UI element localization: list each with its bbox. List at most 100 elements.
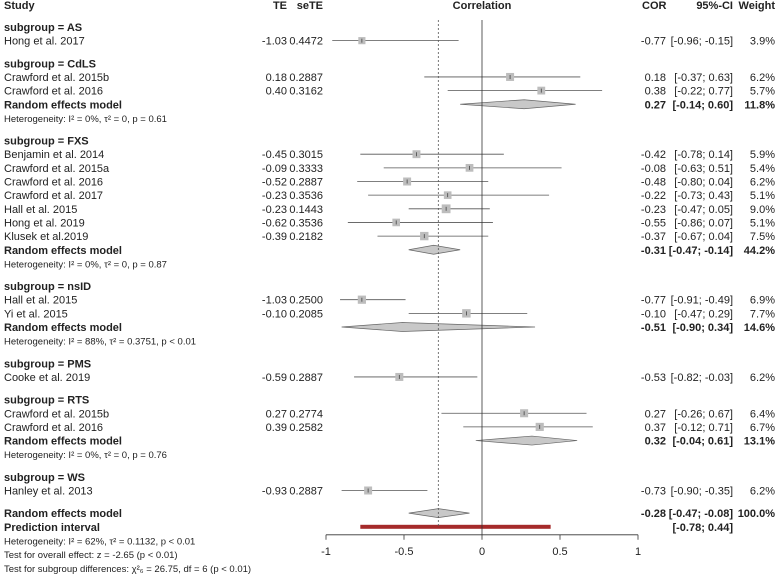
x-tick-label: 0.5 xyxy=(552,546,567,558)
cor-value: -0.51 xyxy=(641,322,666,334)
cor-value: -0.10 xyxy=(641,308,666,320)
header-cor: COR xyxy=(642,0,667,12)
ci-value: [-0.67; 0.04] xyxy=(674,231,733,243)
weight-value: 44.2% xyxy=(744,245,775,257)
study-label: Cooke et al. 2019 xyxy=(4,372,90,384)
model-label: Random effects model xyxy=(4,322,122,334)
ci-value: [-0.86; 0.07] xyxy=(674,217,733,229)
cor-value: -0.28 xyxy=(641,508,666,520)
model-label: Random effects model xyxy=(4,99,122,111)
ci-value: [-0.14; 0.60] xyxy=(672,99,733,111)
te-value: -1.03 xyxy=(262,295,287,307)
study-label: Klusek et al.2019 xyxy=(4,231,88,243)
weight-value: 5.1% xyxy=(750,217,775,229)
te-value: 0.18 xyxy=(266,72,287,84)
heterogeneity-text: Heterogeneity: I² = 0%, τ² = 0, p = 0.76 xyxy=(4,450,167,461)
ci-value: [-0.12; 0.71] xyxy=(674,422,733,434)
cor-value: -0.31 xyxy=(641,245,666,257)
header-te: TE xyxy=(273,0,287,12)
study-label: Crawford et al. 2016 xyxy=(4,422,103,434)
cor-value: -0.73 xyxy=(641,486,666,498)
te-value: 0.40 xyxy=(266,86,287,98)
cor-value: 0.27 xyxy=(645,99,666,111)
sete-value: 0.4472 xyxy=(289,36,323,48)
summary-diamond xyxy=(475,435,578,446)
te-value: -0.39 xyxy=(262,231,287,243)
weight-value: 6.4% xyxy=(750,408,775,420)
ci-value: [-0.90; -0.35] xyxy=(671,486,733,498)
header-study: Study xyxy=(4,0,35,12)
weight-value: 5.1% xyxy=(750,190,775,202)
sete-value: 0.2774 xyxy=(289,408,323,420)
ci-value: [-0.80; 0.04] xyxy=(674,177,733,189)
weight-value: 13.1% xyxy=(744,436,775,448)
sete-value: 0.3015 xyxy=(289,149,323,161)
te-value: -0.10 xyxy=(262,308,287,320)
ci-value: [-0.90; 0.34] xyxy=(672,322,733,334)
header-ci: 95%-CI xyxy=(696,0,733,12)
x-tick-label: 1 xyxy=(635,546,641,558)
prediction-label: Prediction interval xyxy=(4,522,100,534)
weight-value: 6.2% xyxy=(750,72,775,84)
sete-value: 0.2887 xyxy=(289,372,323,384)
cor-value: -0.77 xyxy=(641,295,666,307)
cor-value: -0.22 xyxy=(641,190,666,202)
sete-value: 0.2887 xyxy=(289,486,323,498)
cor-value: -0.48 xyxy=(641,177,666,189)
te-value: -0.62 xyxy=(262,217,287,229)
ci-value: [-0.78; 0.14] xyxy=(674,149,733,161)
prediction-interval-bar xyxy=(360,524,551,529)
ci-value: [-0.47; -0.08] xyxy=(669,508,734,520)
weight-value: 6.2% xyxy=(750,372,775,384)
te-value: -0.23 xyxy=(262,204,287,216)
study-label: Hong et al. 2017 xyxy=(4,36,85,48)
x-tick-label: -0.5 xyxy=(395,546,414,558)
header-sete: seTE xyxy=(297,0,323,12)
ci-value: [-0.22; 0.77] xyxy=(674,86,733,98)
heterogeneity-text: Heterogeneity: I² = 88%, τ² = 0.3751, p … xyxy=(4,337,196,348)
study-label: Benjamin et al. 2014 xyxy=(4,149,104,161)
ci-value: [-0.26; 0.67] xyxy=(674,408,733,420)
cor-value: 0.27 xyxy=(645,408,666,420)
study-label: Hanley et al. 2013 xyxy=(4,486,93,498)
ci-value: [-0.04; 0.61] xyxy=(672,436,733,448)
header-weight: Weight xyxy=(739,0,776,12)
cor-value: 0.32 xyxy=(645,436,666,448)
model-label: Random effects model xyxy=(4,436,122,448)
weight-value: 6.2% xyxy=(750,177,775,189)
study-label: Crawford et al. 2016 xyxy=(4,177,103,189)
sete-value: 0.3333 xyxy=(289,163,323,175)
summary-diamond xyxy=(408,508,470,519)
sete-value: 0.2582 xyxy=(289,422,323,434)
sete-value: 0.2887 xyxy=(289,177,323,189)
weight-value: 7.7% xyxy=(750,308,775,320)
te-value: -0.93 xyxy=(262,486,287,498)
weight-value: 6.9% xyxy=(750,295,775,307)
sete-value: 0.2085 xyxy=(289,308,323,320)
cor-value: -0.23 xyxy=(641,204,666,216)
study-label: Crawford et al. 2015b xyxy=(4,408,109,420)
weight-value: 5.7% xyxy=(750,86,775,98)
study-label: Crawford et al. 2017 xyxy=(4,190,103,202)
cor-value: -0.53 xyxy=(641,372,666,384)
te-value: -0.23 xyxy=(262,190,287,202)
subgroup-label: subgroup = RTS xyxy=(4,395,89,407)
heterogeneity-text: Heterogeneity: I² = 62%, τ² = 0.1132, p … xyxy=(4,536,195,547)
header-correlation: Correlation xyxy=(453,0,512,12)
x-tick-label: 0 xyxy=(479,546,485,558)
sete-value: 0.3162 xyxy=(289,86,323,98)
ci-value: [-0.47; -0.14] xyxy=(669,245,734,257)
te-value: -0.09 xyxy=(262,163,287,175)
subgroup-label: subgroup = AS xyxy=(4,22,82,34)
weight-value: 11.8% xyxy=(744,99,775,111)
sete-value: 0.2887 xyxy=(289,72,323,84)
ci-value: [-0.91; -0.49] xyxy=(671,295,733,307)
weight-value: 100.0% xyxy=(738,508,776,520)
ci-value: [-0.47; 0.05] xyxy=(674,204,733,216)
cor-value: 0.38 xyxy=(645,86,666,98)
subgroup-label: subgroup = PMS xyxy=(4,358,91,370)
study-label: Yi et al. 2015 xyxy=(4,308,68,320)
cor-value: -0.42 xyxy=(641,149,666,161)
weight-value: 5.4% xyxy=(750,163,775,175)
